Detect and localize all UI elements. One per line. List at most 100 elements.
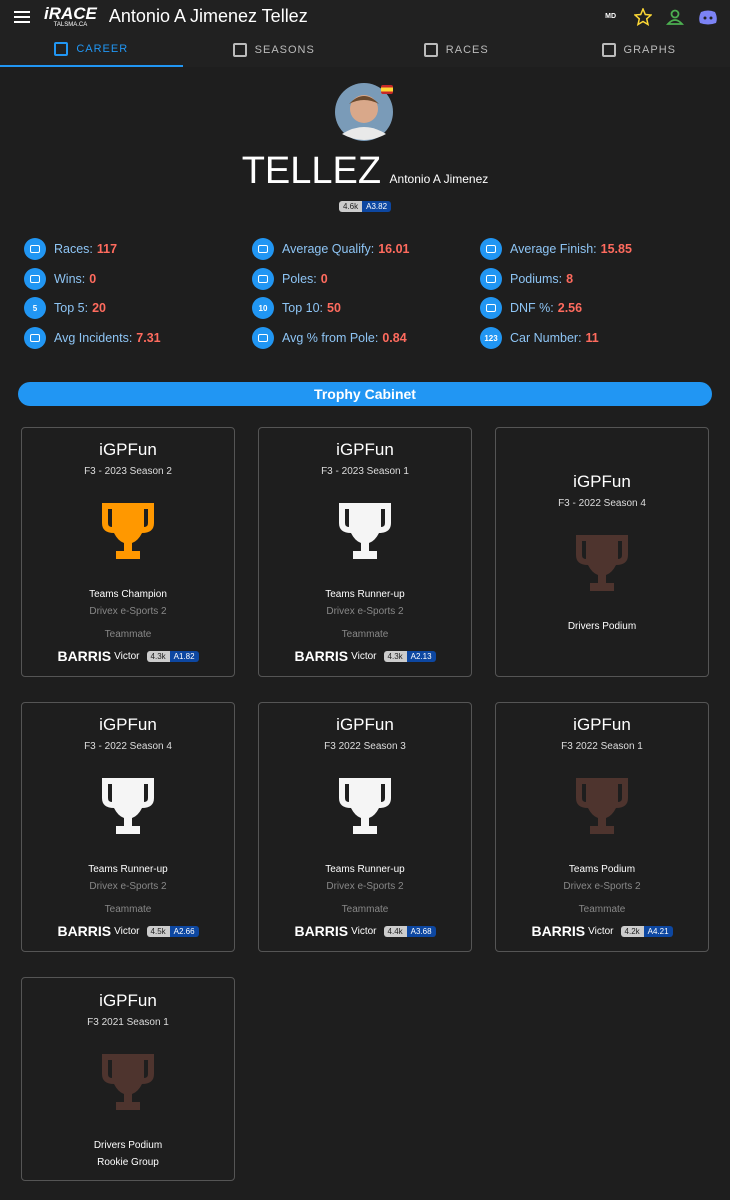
license: A4.21	[643, 925, 673, 937]
tab[interactable]: CAREER	[0, 33, 183, 67]
license-row: 4.6k A3.82	[0, 198, 730, 216]
trophy-icon	[339, 778, 391, 834]
trophy-card[interactable]: iGPFun F3 2021 Season 1 Drivers Podium Rook…	[21, 977, 235, 1181]
stat: Avg Incidents: 7.31	[24, 327, 161, 350]
teammate-first: Victor	[351, 925, 377, 937]
region-badge[interactable]: MD	[605, 13, 616, 20]
tab-icon	[423, 43, 438, 57]
avatar	[335, 83, 393, 141]
tab[interactable]: GRAPHS	[548, 33, 730, 67]
irating: 4.5k	[146, 925, 170, 937]
stat-value: 8	[566, 271, 574, 286]
page-title: Antonio A Jimenez Tellez	[108, 6, 308, 26]
trophy-icon	[102, 778, 154, 834]
stat-icon	[480, 297, 502, 320]
license: A3.68	[406, 925, 436, 937]
series: iGPFun	[573, 715, 631, 734]
trophy-card[interactable]: iGPFun F3 - 2023 Season 1 Teams Runner-up D…	[258, 427, 472, 677]
stat-icon	[24, 267, 46, 290]
stat: Average Qualify: 16.01	[252, 238, 409, 260]
stat-label: Top 5:	[54, 301, 89, 316]
teammate-label: Teammate	[104, 629, 152, 640]
trophy-icon	[102, 503, 154, 559]
teammate: BARRIS Victor 4.4k A3.68	[294, 923, 436, 939]
tab-label: CAREER	[76, 43, 129, 55]
season: F3 2022 Season 3	[324, 741, 406, 752]
trophy-card[interactable]: iGPFun F3 2022 Season 3 Teams Runner-up Dri…	[258, 702, 472, 952]
teammate-last: BARRIS	[294, 923, 349, 939]
icon-glyph	[30, 334, 40, 343]
stat-value: 2.56	[557, 301, 583, 316]
tab-label: SEASONS	[254, 44, 315, 56]
series: iGPFun	[99, 440, 157, 459]
stat-label: Wins:	[54, 271, 86, 286]
stat-value: 15.85	[600, 242, 632, 256]
teammate-first: Victor	[114, 650, 140, 662]
award: Teams Runner-up	[325, 589, 405, 600]
last-name: TELLEZ	[241, 150, 382, 192]
stat-icon: 5	[24, 297, 46, 320]
stat-label: Average Finish:	[510, 242, 597, 256]
icon-glyph	[486, 304, 496, 313]
team: Drivex e-Sports 2	[563, 881, 641, 892]
license: A1.82	[169, 650, 199, 662]
app-bar: iRACE TALSMA.CA Antonio A Jimenez Tellez…	[0, 0, 730, 33]
irating: 4.3k	[383, 650, 407, 662]
teammate-first: Victor	[114, 925, 140, 937]
series: iGPFun	[336, 440, 394, 459]
stat-icon	[480, 267, 502, 290]
favorite-button[interactable]	[634, 7, 652, 26]
trophy-icon	[576, 778, 628, 834]
tab[interactable]: SEASONS	[183, 33, 366, 67]
stat: Avg % from Pole: 0.84	[252, 327, 407, 350]
stat-icon	[252, 238, 274, 260]
icon-glyph	[258, 334, 268, 343]
stat-value: 0	[89, 271, 97, 286]
account-button[interactable]	[666, 8, 684, 26]
series: iGPFun	[573, 472, 631, 491]
license: A2.66	[169, 925, 199, 937]
stat-label: Poles:	[282, 271, 317, 286]
tab-icon	[54, 42, 69, 56]
section-title: Trophy Cabinet	[18, 382, 712, 406]
irating: 4.2k	[620, 925, 644, 937]
stat: Average Finish: 15.85	[480, 238, 632, 260]
icon-glyph	[30, 245, 40, 253]
menu-button[interactable]	[12, 9, 32, 25]
season: F3 - 2022 Season 4	[84, 741, 172, 752]
stat-value: 0.84	[382, 331, 407, 346]
logo[interactable]: iRACE TALSMA.CA	[44, 5, 97, 28]
teammate: BARRIS Victor 4.3k A1.82	[57, 648, 199, 664]
stat: 123 Car Number: 11	[480, 327, 599, 350]
award: Drivers Podium	[93, 1139, 163, 1151]
trophy-card[interactable]: iGPFun F3 - 2022 Season 4 Teams Runner-up D…	[21, 702, 235, 952]
teammate: BARRIS Victor 4.3k A2.13	[294, 648, 436, 664]
season: F3 2021 Season 1	[87, 1016, 169, 1028]
trophy-card[interactable]: iGPFun F3 - 2022 Season 4 Drivers Podium	[495, 427, 709, 677]
stat-value: 117	[96, 242, 118, 256]
license-badge: 4.3k A2.13	[383, 650, 436, 662]
season: F3 - 2023 Season 1	[321, 466, 409, 477]
trophy-card[interactable]: iGPFun F3 - 2023 Season 2 Teams Champion Dr…	[21, 427, 235, 677]
stat-value: 20	[92, 301, 106, 316]
teammate-last: BARRIS	[57, 923, 112, 939]
stat-value: 16.01	[378, 242, 410, 256]
discord-button[interactable]	[698, 9, 718, 25]
teammate-last: BARRIS	[57, 648, 112, 664]
season: F3 2022 Season 1	[561, 741, 643, 752]
team: Drivex e-Sports 2	[326, 881, 404, 892]
teammate-label: Teammate	[104, 904, 152, 915]
stat-value: 7.31	[136, 331, 161, 346]
logo-text: iRACE	[44, 4, 97, 23]
irating: 4.6k	[338, 201, 363, 213]
icon-glyph	[486, 274, 496, 283]
stat-label: Podiums:	[510, 271, 563, 286]
stat-value: 50	[327, 301, 341, 316]
stat-icon: 10	[252, 297, 274, 320]
stat-label: Car Number:	[510, 331, 582, 346]
trophy-card[interactable]: iGPFun F3 2022 Season 1 Teams Podium Drivex…	[495, 702, 709, 952]
tab[interactable]: RACES	[365, 33, 548, 67]
driver-name: TELLEZ Antonio A Jimenez	[0, 150, 730, 193]
logo-sub: TALSMA.CA	[53, 22, 88, 28]
teammate-first: Victor	[351, 650, 377, 662]
